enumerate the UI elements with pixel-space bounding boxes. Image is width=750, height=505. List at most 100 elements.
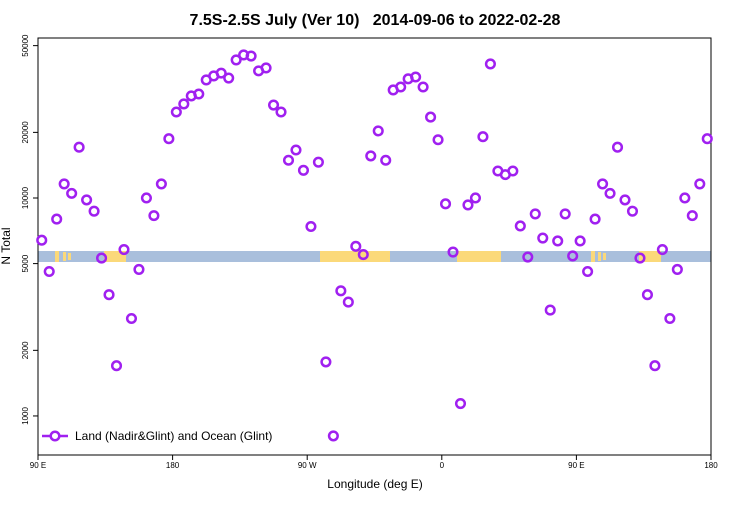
- point: [81, 194, 93, 206]
- point: [701, 133, 713, 145]
- point: [477, 131, 489, 143]
- y-tick-label: 1000: [21, 407, 30, 425]
- point: [148, 210, 160, 222]
- land-band: [63, 252, 66, 261]
- point: [275, 106, 287, 118]
- y-tick-label: 10000: [21, 186, 30, 209]
- point: [425, 111, 437, 123]
- point: [43, 265, 55, 278]
- x-axis-label: Longitude (deg E): [327, 477, 422, 491]
- point: [454, 397, 467, 410]
- point: [96, 252, 108, 264]
- point: [372, 125, 384, 137]
- land-band: [320, 251, 390, 262]
- x-tick-label: 90 E: [568, 461, 584, 470]
- y-tick-label: 20000: [21, 121, 30, 144]
- point: [268, 99, 280, 111]
- land-band: [104, 251, 126, 262]
- point: [312, 156, 324, 168]
- point: [529, 208, 541, 220]
- land-band: [639, 251, 661, 262]
- point: [649, 360, 661, 372]
- point: [410, 71, 422, 83]
- x-tick-label: 90 E: [30, 461, 46, 470]
- legend-label: Land (Nadir&Glint) and Ocean (Glint): [75, 429, 272, 443]
- point: [589, 213, 601, 225]
- point: [611, 141, 624, 153]
- point: [110, 360, 123, 372]
- y-tick-label: 5000: [21, 254, 30, 272]
- point: [395, 81, 407, 93]
- point: [417, 81, 429, 93]
- point: [245, 50, 257, 62]
- point: [544, 304, 556, 316]
- point: [125, 312, 138, 325]
- x-tick-label: 180: [704, 461, 718, 470]
- point: [552, 235, 564, 247]
- point: [559, 208, 571, 220]
- point: [679, 192, 691, 204]
- point: [671, 263, 683, 276]
- point: [193, 88, 205, 100]
- point: [305, 220, 317, 233]
- point: [342, 296, 354, 308]
- land-band: [457, 251, 501, 262]
- point: [432, 134, 444, 146]
- point: [170, 106, 182, 118]
- point: [58, 178, 70, 190]
- map-strip: [38, 251, 711, 262]
- point: [574, 235, 586, 247]
- land-band: [55, 251, 59, 262]
- point: [223, 72, 235, 84]
- chart-title: 7.5S-2.5S July (Ver 10) 2014-09-06 to 20…: [190, 12, 561, 29]
- point: [297, 164, 310, 176]
- point: [604, 187, 616, 199]
- point: [66, 187, 78, 199]
- point: [597, 178, 609, 190]
- land-band: [68, 253, 71, 260]
- point: [439, 198, 452, 210]
- point: [320, 356, 332, 368]
- point: [260, 62, 272, 74]
- point: [686, 210, 698, 222]
- point: [522, 251, 534, 263]
- point: [350, 240, 362, 252]
- point: [51, 213, 63, 225]
- point: [664, 312, 676, 325]
- point: [634, 252, 646, 264]
- point: [641, 289, 653, 301]
- land-band: [603, 253, 606, 260]
- point: [694, 178, 706, 190]
- legend-marker: [49, 430, 61, 442]
- point: [155, 178, 167, 190]
- point: [619, 194, 631, 206]
- y-axis-label: N Total: [0, 227, 13, 264]
- point: [567, 250, 579, 262]
- point: [365, 150, 377, 162]
- point: [133, 263, 145, 276]
- point: [230, 54, 242, 66]
- point: [140, 192, 152, 204]
- point: [447, 246, 459, 258]
- point: [163, 133, 175, 145]
- point: [327, 430, 339, 442]
- point: [282, 154, 295, 166]
- x-tick-label: 90 W: [298, 461, 317, 470]
- x-tick-label: 180: [166, 461, 180, 470]
- point: [290, 144, 302, 156]
- point: [178, 98, 190, 110]
- point: [215, 67, 227, 79]
- point: [514, 220, 526, 232]
- plot-frame: [37, 37, 712, 456]
- y-tick-label: 50000: [21, 34, 30, 57]
- land-band: [598, 252, 601, 261]
- point: [626, 205, 639, 217]
- point: [73, 141, 85, 153]
- point: [484, 58, 496, 70]
- point: [469, 192, 482, 204]
- point: [118, 244, 130, 256]
- point: [103, 289, 115, 301]
- point: [507, 165, 519, 177]
- point: [380, 154, 392, 166]
- point: [36, 234, 48, 246]
